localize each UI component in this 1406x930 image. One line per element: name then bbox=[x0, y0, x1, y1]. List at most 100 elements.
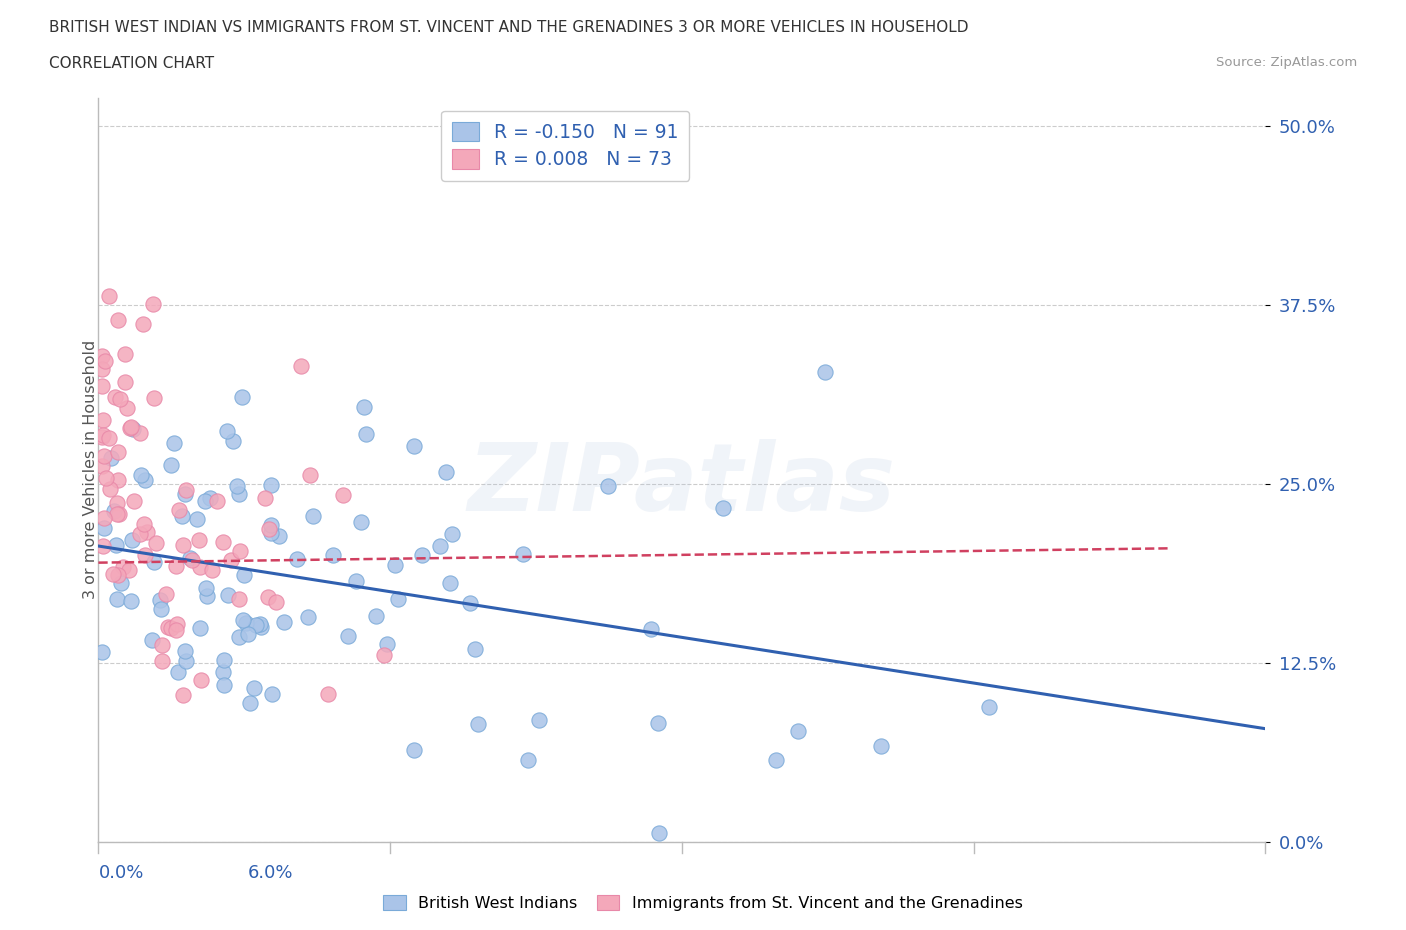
Point bbox=[141, 632, 163, 647]
Point bbox=[174, 483, 197, 498]
Point bbox=[436, 465, 458, 480]
Point bbox=[170, 509, 193, 524]
Point bbox=[239, 695, 262, 710]
Point bbox=[128, 425, 150, 440]
Point bbox=[267, 528, 290, 543]
Point bbox=[332, 488, 354, 503]
Point bbox=[245, 618, 267, 632]
Point bbox=[188, 533, 211, 548]
Point bbox=[165, 622, 187, 637]
Point bbox=[512, 547, 534, 562]
Point bbox=[402, 742, 425, 757]
Point bbox=[242, 681, 264, 696]
Point bbox=[264, 594, 287, 609]
Point bbox=[257, 590, 280, 604]
Point bbox=[353, 399, 375, 414]
Point bbox=[226, 479, 249, 494]
Point bbox=[179, 551, 201, 565]
Point bbox=[440, 526, 463, 541]
Point bbox=[260, 686, 283, 701]
Point bbox=[249, 620, 271, 635]
Point bbox=[165, 559, 187, 574]
Text: 0.0%: 0.0% bbox=[98, 864, 143, 882]
Point bbox=[110, 576, 132, 591]
Point bbox=[91, 458, 114, 473]
Point bbox=[142, 391, 165, 405]
Point bbox=[439, 576, 461, 591]
Point bbox=[201, 563, 224, 578]
Point bbox=[107, 567, 129, 582]
Point bbox=[211, 665, 233, 680]
Point bbox=[94, 471, 117, 485]
Point bbox=[290, 358, 312, 373]
Point bbox=[228, 591, 250, 606]
Point bbox=[173, 486, 195, 501]
Point bbox=[105, 496, 128, 511]
Point bbox=[212, 653, 235, 668]
Point bbox=[132, 316, 155, 331]
Point bbox=[110, 392, 132, 406]
Point bbox=[105, 507, 128, 522]
Point bbox=[141, 297, 163, 312]
Point bbox=[103, 504, 125, 519]
Point bbox=[404, 438, 426, 453]
Point bbox=[91, 538, 114, 553]
Point bbox=[228, 630, 250, 644]
Point bbox=[172, 538, 194, 552]
Point bbox=[194, 494, 217, 509]
Point bbox=[173, 644, 195, 658]
Text: CORRELATION CHART: CORRELATION CHART bbox=[49, 56, 214, 71]
Point bbox=[229, 544, 252, 559]
Point bbox=[190, 672, 212, 687]
Point bbox=[107, 312, 129, 327]
Point bbox=[205, 494, 228, 509]
Point bbox=[235, 616, 257, 631]
Point bbox=[219, 552, 242, 567]
Point bbox=[169, 503, 191, 518]
Point bbox=[467, 716, 489, 731]
Point bbox=[200, 491, 222, 506]
Point bbox=[93, 521, 115, 536]
Point bbox=[97, 288, 120, 303]
Point bbox=[222, 433, 245, 448]
Point bbox=[297, 610, 319, 625]
Point bbox=[236, 627, 259, 642]
Point bbox=[135, 525, 157, 539]
Point bbox=[322, 548, 344, 563]
Text: ZIPatlas: ZIPatlas bbox=[468, 439, 896, 530]
Point bbox=[105, 591, 128, 606]
Point bbox=[249, 617, 271, 631]
Point bbox=[273, 614, 295, 629]
Point bbox=[215, 424, 238, 439]
Point bbox=[107, 473, 129, 488]
Point bbox=[160, 458, 183, 472]
Point bbox=[149, 601, 172, 616]
Point bbox=[157, 619, 180, 634]
Point bbox=[366, 609, 388, 624]
Point bbox=[91, 412, 114, 427]
Point bbox=[711, 500, 734, 515]
Point bbox=[301, 509, 323, 524]
Point bbox=[111, 560, 134, 575]
Point bbox=[640, 622, 662, 637]
Point bbox=[285, 551, 308, 566]
Point bbox=[134, 517, 156, 532]
Point bbox=[134, 473, 156, 488]
Point bbox=[107, 445, 129, 459]
Point bbox=[977, 699, 1000, 714]
Point bbox=[93, 448, 115, 463]
Point bbox=[91, 362, 114, 377]
Point bbox=[166, 665, 188, 680]
Point bbox=[150, 637, 173, 652]
Point bbox=[217, 588, 239, 603]
Y-axis label: 3 or more Vehicles in Household: 3 or more Vehicles in Household bbox=[83, 340, 97, 599]
Point bbox=[375, 637, 398, 652]
Point bbox=[180, 552, 202, 567]
Point bbox=[195, 581, 218, 596]
Point bbox=[91, 430, 114, 445]
Point bbox=[212, 534, 235, 549]
Point bbox=[212, 678, 235, 693]
Point bbox=[260, 477, 283, 492]
Point bbox=[411, 547, 433, 562]
Point bbox=[464, 642, 486, 657]
